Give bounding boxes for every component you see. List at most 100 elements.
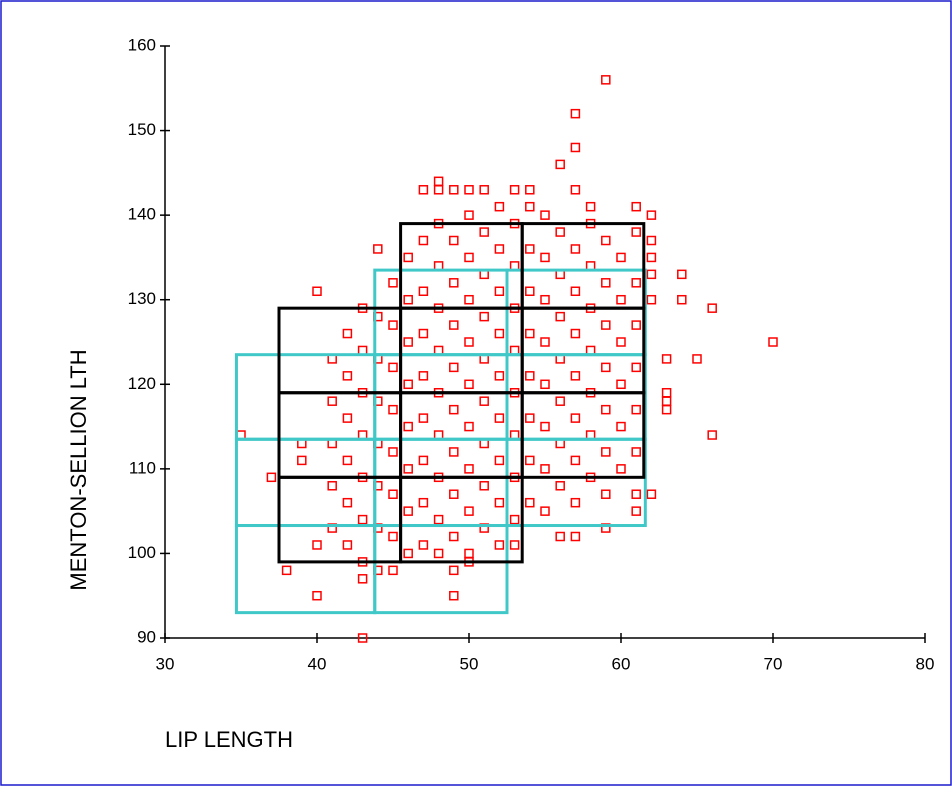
point [418, 455, 429, 466]
point [540, 421, 550, 432]
point [342, 540, 353, 550]
point [403, 506, 413, 516]
point [555, 531, 565, 542]
point [631, 320, 641, 330]
point [464, 421, 474, 432]
point [373, 244, 383, 254]
point [403, 548, 413, 559]
point [525, 497, 535, 508]
point [494, 244, 505, 254]
x-tick-label: 40 [308, 654, 327, 673]
point [327, 481, 337, 491]
point [449, 185, 459, 195]
point [464, 210, 474, 220]
point [449, 235, 459, 246]
point [631, 362, 641, 373]
point [707, 430, 717, 440]
point [525, 201, 535, 212]
point [388, 565, 398, 576]
point [266, 472, 277, 483]
x-tick-label: 60 [612, 654, 631, 673]
y-tick-label: 120 [128, 374, 156, 393]
point [646, 210, 657, 220]
point [494, 540, 505, 550]
point [646, 269, 657, 280]
point [661, 404, 672, 415]
point [661, 354, 672, 364]
x-tick-label: 50 [460, 654, 479, 673]
point [601, 75, 611, 85]
point [509, 185, 520, 195]
point [433, 185, 444, 195]
point [616, 294, 626, 305]
point [570, 142, 581, 153]
point [342, 328, 353, 339]
point [677, 269, 687, 280]
grid-box [505, 268, 647, 357]
point [403, 337, 413, 347]
point [525, 185, 535, 195]
point [449, 447, 459, 457]
point [555, 227, 565, 237]
point [692, 354, 702, 364]
point [433, 514, 444, 525]
point [631, 489, 641, 499]
point [418, 328, 429, 339]
point [555, 311, 565, 322]
point [555, 396, 565, 406]
point [464, 379, 474, 390]
x-tick-label: 70 [764, 654, 783, 673]
point [570, 244, 581, 254]
point [342, 455, 353, 466]
point [418, 286, 429, 297]
point [570, 328, 581, 339]
y-tick-label: 130 [128, 289, 156, 308]
point [677, 294, 687, 305]
point [342, 371, 353, 381]
point [388, 278, 398, 288]
point [479, 481, 489, 491]
point [449, 565, 459, 576]
point [494, 413, 505, 423]
point [525, 455, 535, 466]
point [388, 489, 398, 499]
point [388, 362, 398, 373]
point [403, 379, 413, 390]
point [509, 514, 520, 525]
point [601, 489, 611, 499]
point [312, 286, 322, 297]
point [768, 337, 778, 347]
y-tick-label: 110 [129, 458, 156, 477]
point [570, 108, 581, 119]
point [494, 201, 505, 212]
grid-box [520, 222, 646, 310]
point [631, 447, 641, 457]
point [601, 235, 611, 246]
point [525, 244, 535, 254]
point [403, 421, 413, 432]
point [646, 489, 657, 499]
point [525, 371, 535, 381]
y-tick-label: 90 [137, 627, 156, 646]
y-axis-label: MENTON-SELLION LTH [66, 349, 91, 590]
point [479, 396, 489, 406]
point [601, 320, 611, 330]
point [449, 531, 459, 542]
point [616, 252, 626, 263]
point [418, 185, 429, 195]
x-axis-label: LIP LENGTH [165, 727, 293, 752]
point [646, 235, 657, 246]
point [585, 201, 596, 212]
point [494, 286, 505, 297]
point [494, 328, 505, 339]
point [388, 404, 398, 415]
point [388, 531, 398, 542]
point [555, 159, 565, 170]
point [403, 464, 413, 474]
point [388, 447, 398, 457]
point [403, 294, 413, 305]
point [525, 413, 535, 423]
point [631, 404, 641, 415]
point [418, 235, 429, 246]
